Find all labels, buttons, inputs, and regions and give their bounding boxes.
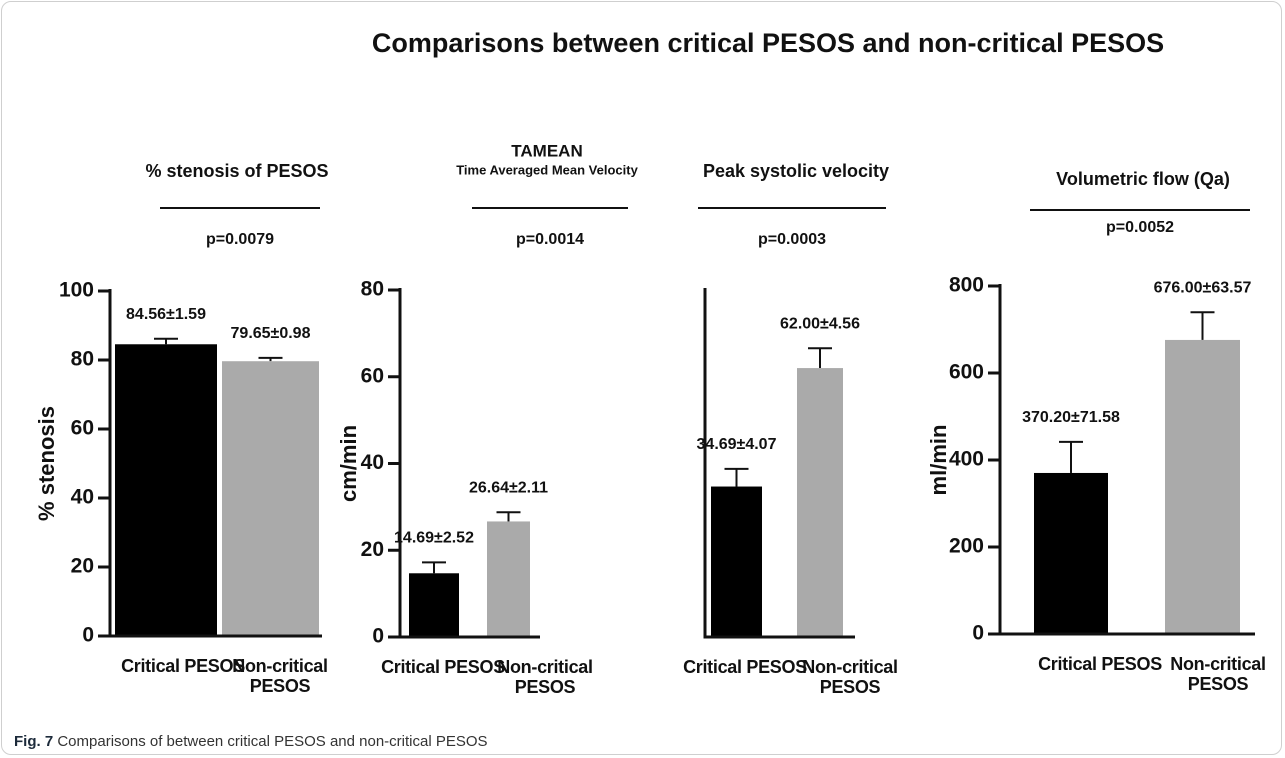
value-label: 79.65±0.98 <box>231 325 311 342</box>
value-label: 14.69±2.52 <box>394 530 474 547</box>
x-tick-label: Non-critical PESOS <box>232 656 328 696</box>
bar <box>487 521 530 637</box>
p-value: p=0.0014 <box>516 231 584 248</box>
bar <box>1165 339 1240 634</box>
y-tick-label: 0 <box>372 625 384 648</box>
caption: Fig. 7 Comparisons of between critical P… <box>14 733 488 750</box>
y-tick-label: 20 <box>361 538 384 561</box>
panel-title: % stenosis of PESOS <box>145 161 328 181</box>
panel-title: TAMEAN <box>511 141 582 160</box>
y-axis-label: % stenosis <box>34 406 59 521</box>
y-tick-label: 400 <box>949 448 984 471</box>
y-axis-label: ml/min <box>926 425 951 496</box>
y-tick-label: 40 <box>71 486 94 509</box>
bar <box>115 344 217 636</box>
caption-label: Fig. 7 <box>14 733 54 750</box>
y-tick-label: 60 <box>71 417 94 440</box>
x-tick-label: Non-critical PESOS <box>497 657 593 697</box>
x-tick-label: Critical PESOS <box>683 657 807 677</box>
value-label: 34.69±4.07 <box>697 436 777 453</box>
panel-title: Volumetric flow (Qa) <box>1056 169 1230 189</box>
value-label: 84.56±1.59 <box>126 306 206 323</box>
y-tick-label: 20 <box>71 555 94 578</box>
x-tick-label: Non-critical PESOS <box>802 657 898 697</box>
y-tick-label: 200 <box>949 535 984 558</box>
panel-subtitle: Time Averaged Mean Velocity <box>456 162 638 177</box>
p-value: p=0.0052 <box>1106 219 1174 236</box>
x-tick-label: Non-critical PESOS <box>1170 654 1266 694</box>
y-tick-label: 80 <box>361 278 384 301</box>
y-tick-label: 600 <box>949 361 984 384</box>
figure-title: Comparisons between critical PESOS and n… <box>372 28 1164 58</box>
y-tick-label: 60 <box>361 364 384 387</box>
value-label: 370.20±71.58 <box>1022 409 1120 426</box>
x-tick-label: Critical PESOS <box>381 657 505 677</box>
caption-text: Comparisons of between critical PESOS an… <box>57 733 488 750</box>
x-tick-label: Critical PESOS <box>1038 654 1162 674</box>
bar <box>797 368 843 637</box>
value-label: 26.64±2.11 <box>469 480 548 497</box>
y-tick-label: 0 <box>972 622 984 645</box>
y-axis-label: cm/min <box>336 425 361 502</box>
y-tick-label: 40 <box>361 451 384 474</box>
y-tick-label: 100 <box>59 279 94 302</box>
y-tick-label: 80 <box>71 348 94 371</box>
value-label: 62.00±4.56 <box>780 316 860 333</box>
bar <box>1034 472 1108 634</box>
y-tick-label: 800 <box>949 274 984 297</box>
y-tick-label: 0 <box>82 624 94 647</box>
x-tick-label: Critical PESOS <box>121 656 245 676</box>
bar <box>711 486 762 637</box>
p-value: p=0.0003 <box>758 231 826 248</box>
value-label: 676.00±63.57 <box>1154 280 1252 297</box>
bar <box>409 573 459 637</box>
p-value: p=0.0079 <box>206 231 274 248</box>
bar <box>222 361 319 636</box>
panel-title: Peak systolic velocity <box>703 161 889 181</box>
